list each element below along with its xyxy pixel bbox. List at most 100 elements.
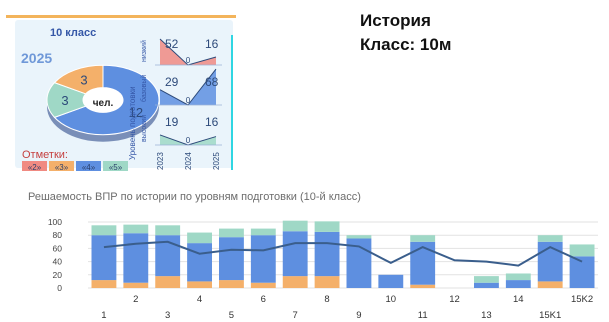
- level-name: высокий: [140, 115, 148, 142]
- level-value-left: 52: [165, 37, 179, 51]
- x-tick-label: 11: [418, 310, 428, 321]
- bar-segment: [314, 231, 340, 277]
- bar-segment: [219, 228, 244, 238]
- y-tick-label: 0: [57, 283, 62, 293]
- bar-segment: [537, 281, 563, 288]
- class-name: Класс: 10м: [360, 35, 452, 54]
- subject-title: История: [360, 11, 431, 30]
- bar-segment: [537, 235, 563, 242]
- bar-segment: [282, 220, 308, 232]
- subject-header: История Класс: 10м: [360, 9, 451, 57]
- donut-chart: 12 33: [46, 64, 160, 142]
- class-label: 10 класс: [50, 27, 96, 39]
- legend-item-label: «3»: [55, 163, 69, 172]
- y-tick-label: 100: [48, 217, 62, 227]
- level-value-right: 68: [205, 75, 219, 89]
- level-value-mid: 0: [186, 96, 191, 105]
- x-tick-label: 1: [101, 310, 106, 321]
- legend: «2» «3» «4» «5»: [22, 161, 128, 172]
- x-tick-label: 6: [261, 294, 266, 305]
- donut-slice-label: 12: [129, 105, 143, 120]
- bar-segment: [187, 281, 212, 288]
- bar-segment: [187, 243, 212, 282]
- level-value-mid: 0: [186, 136, 191, 145]
- x-tick-label: 15K2: [571, 294, 593, 305]
- bar-segment: [123, 224, 149, 234]
- bar-segment: [155, 276, 181, 288]
- bar-segment: [219, 237, 244, 281]
- bar-segment: [250, 228, 276, 236]
- bar-segment: [282, 231, 308, 277]
- bar-segment: [474, 276, 499, 283]
- bar-segment: [314, 221, 340, 232]
- bar-segment: [219, 280, 244, 288]
- bar-segment: [346, 235, 372, 239]
- donut-center-label: чел.: [93, 98, 114, 109]
- line-series: [103, 240, 583, 267]
- y-tick-label: 80: [53, 230, 63, 240]
- x-tick-label: 2: [133, 294, 138, 305]
- year-label: 2025: [21, 50, 52, 66]
- bar-segment: [282, 276, 308, 288]
- level-area: [160, 134, 216, 145]
- y-tick-label: 40: [53, 257, 63, 267]
- legend-swatch: [49, 161, 74, 171]
- x-tick-label: 12: [449, 294, 460, 305]
- bar-segment: [569, 244, 595, 257]
- x-tick-label: 9: [356, 310, 361, 321]
- bar-segment: [505, 280, 531, 288]
- bar-segment: [314, 276, 340, 288]
- legend-swatch: [103, 161, 128, 171]
- level-area: [160, 39, 216, 65]
- top-rule: [6, 15, 236, 18]
- bar-segment: [250, 282, 276, 288]
- bar-segment: [187, 232, 212, 244]
- bar-segment: [250, 235, 276, 283]
- x-tick-label: 14: [513, 294, 524, 305]
- bar-segment: [410, 241, 436, 285]
- x-tick-label: 8: [324, 294, 329, 305]
- year-tick: 2023: [156, 152, 165, 170]
- x-tick-label: 5: [229, 310, 234, 321]
- x-tick-label: 7: [293, 310, 298, 321]
- level-value-right: 16: [205, 37, 219, 51]
- y-tick-label: 20: [53, 270, 63, 280]
- levels-axis-label: Уровень подготовки: [128, 86, 137, 160]
- x-tick-label: 10: [386, 294, 397, 305]
- level-value-mid: 0: [186, 56, 191, 65]
- year-tick: 2024: [184, 152, 193, 170]
- bar-segment: [537, 241, 563, 282]
- level-area: [160, 69, 216, 105]
- x-tick-label: 4: [197, 294, 202, 305]
- bar-segment: [410, 284, 436, 288]
- legend-swatch: [76, 161, 101, 171]
- bar-segment: [123, 282, 149, 288]
- legend-item-label: «2»: [28, 163, 42, 172]
- legend-swatch: [22, 161, 47, 171]
- x-tick-label: 15K1: [539, 310, 561, 321]
- levels-panel: низкий 52 16 0 базовый 29 68 0 высокий 19 16 0 2023 2…: [140, 37, 222, 170]
- bar-segment: [91, 235, 117, 281]
- bar-segment: [378, 274, 404, 288]
- x-tick-label: 3: [165, 310, 170, 321]
- y-tick-label: 60: [53, 243, 63, 253]
- legend-title: Отметки:: [22, 149, 68, 161]
- chart-title: Решаемость ВПР по истории по уровням под…: [28, 191, 361, 203]
- donut-slice-label: 3: [80, 73, 87, 88]
- bar-segment: [123, 233, 149, 283]
- donut-slice-label: 3: [61, 93, 68, 108]
- bar-segment: [410, 235, 436, 242]
- bar-segment: [474, 282, 499, 288]
- legend-item-label: «4»: [82, 163, 96, 172]
- bar-segment: [91, 225, 117, 236]
- bar-segment: [505, 273, 531, 281]
- bar-segment: [155, 225, 181, 236]
- level-name: низкий: [140, 40, 148, 62]
- legend-item-label: «5»: [109, 163, 123, 172]
- level-value-left: 29: [165, 75, 179, 89]
- year-tick: 2025: [212, 152, 221, 170]
- x-tick-label: 13: [481, 310, 492, 321]
- level-value-left: 19: [165, 115, 179, 129]
